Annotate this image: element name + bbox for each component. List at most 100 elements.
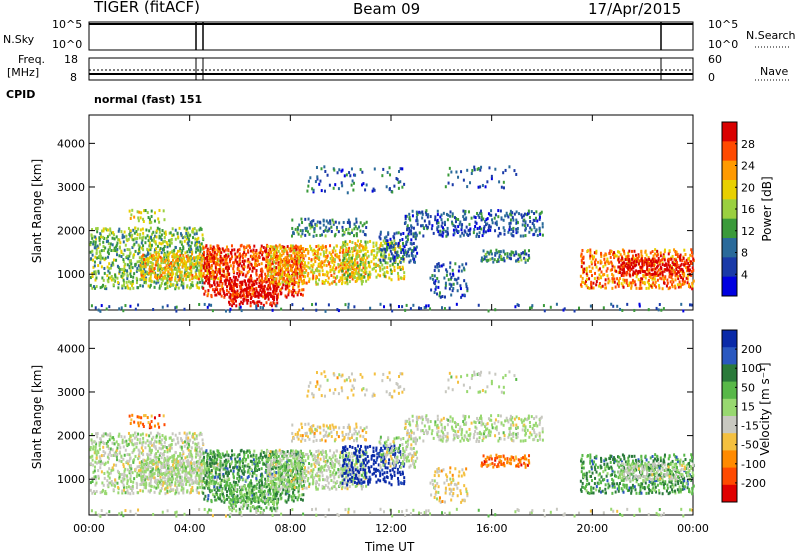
power-cell-2069 <box>318 256 321 260</box>
power-cell-1840 <box>270 256 273 260</box>
power-cell-1786 <box>271 278 274 282</box>
power-cell-3961 <box>166 304 169 308</box>
power-cell-2556 <box>383 266 386 270</box>
power-cell-2839 <box>453 231 456 235</box>
power-cell-870 <box>185 272 188 276</box>
power-cell-1416 <box>265 279 268 283</box>
power-cell-1992 <box>303 281 306 285</box>
power-cell-1968 <box>299 276 302 280</box>
power-cell-2408 <box>342 253 345 257</box>
power-cell-131 <box>111 261 114 265</box>
velocity-cell-837 <box>172 458 175 462</box>
power-cell-2638 <box>384 250 387 254</box>
power-cell-1848 <box>273 265 276 269</box>
power-cell-2746 <box>408 230 411 234</box>
power-cell-21 <box>92 258 95 262</box>
nave-tick-top: 60 <box>708 53 722 66</box>
power-cell-2368 <box>341 229 344 233</box>
power-cell-2325 <box>310 223 313 227</box>
power-cell-2966 <box>512 230 515 234</box>
power-cell-4023 <box>514 305 517 309</box>
power-cell-1386 <box>260 274 263 278</box>
velocity-cell-426 <box>158 453 161 457</box>
power-cell-2357 <box>332 222 335 226</box>
power-cell-3769 <box>677 270 680 274</box>
velocity-cell-231 <box>129 480 132 484</box>
velocity-cell-845 <box>175 457 178 461</box>
power-cell-934 <box>206 268 209 272</box>
power-cell-2479 <box>362 253 365 257</box>
power-cell-1449 <box>269 247 272 251</box>
power-cell-809 <box>165 258 168 262</box>
power-cell-641 <box>189 285 192 289</box>
velocity-cell-139 <box>116 481 119 485</box>
power-cell-3118 <box>485 258 488 262</box>
power-cell-1357 <box>255 252 258 256</box>
power-cell-1768 <box>267 297 270 301</box>
power-cell-578 <box>180 242 183 246</box>
power-cell-265 <box>135 276 138 280</box>
power-cell-869 <box>182 253 185 257</box>
velocity-cell-852 <box>177 464 180 468</box>
power-cell-46 <box>97 264 100 268</box>
power-cell-3070 <box>448 282 451 286</box>
power-cell-1762 <box>264 295 267 299</box>
power-cell-3628 <box>690 273 693 277</box>
power-cell-2948 <box>504 214 507 218</box>
power-cell-840 <box>176 270 179 274</box>
velocity-cell-70 <box>104 491 107 495</box>
power-cell-805 <box>163 253 166 257</box>
power-cell-2649 <box>387 232 390 236</box>
power-cell-4031 <box>549 305 552 309</box>
power-cell-2972 <box>516 230 519 234</box>
power-cell-1821 <box>269 266 272 270</box>
velocity-cell-111 <box>106 433 109 437</box>
power-cell-3984 <box>280 307 283 311</box>
power-cell-1038 <box>208 271 211 275</box>
power-cell-3619 <box>685 276 688 280</box>
velocity-cell-301 <box>139 467 142 471</box>
velocity-cell-79 <box>102 445 105 449</box>
power-cell-1043 <box>208 257 211 261</box>
power-cell-1139 <box>224 281 227 285</box>
power-cell-2717 <box>409 241 412 245</box>
velocity-cell-307 <box>141 441 144 445</box>
power-cell-1783 <box>272 290 275 294</box>
velocity-cell-655 <box>190 452 193 456</box>
power-cell-598 <box>184 235 187 239</box>
power-cell-3685 <box>633 259 636 263</box>
power-cell-2977 <box>515 210 518 214</box>
power-cell-1567 <box>288 288 291 292</box>
power-cell-3762 <box>670 257 673 261</box>
power-cell-3813 <box>142 219 145 223</box>
power-cell-3330 <box>617 279 620 283</box>
velocity-cell-238 <box>129 456 132 460</box>
power-cell-3386 <box>630 286 633 290</box>
power-cell-692 <box>196 237 199 241</box>
power-cell-3954 <box>122 309 125 313</box>
velocity-cell-695 <box>198 491 201 495</box>
power-cell-2055 <box>316 256 319 260</box>
velocity-cell-99 <box>108 472 111 476</box>
velocity-cell-553 <box>178 473 181 477</box>
power-cell-2689 <box>403 253 406 257</box>
power-cell-1843 <box>271 248 274 252</box>
power-cell-3198 <box>581 248 584 252</box>
velocity-cell-210 <box>127 491 130 495</box>
velocity-cell-148 <box>115 448 118 452</box>
velocity-cell-835 <box>173 468 176 472</box>
power-cell-845 <box>175 252 178 256</box>
power-cell-93 <box>104 227 107 231</box>
power-cell-3141 <box>498 253 501 257</box>
power-cell-3994 <box>344 303 347 307</box>
power-cell-492 <box>167 253 170 257</box>
power-cell-3064 <box>444 283 447 287</box>
power-cell-1935 <box>290 267 293 271</box>
power-cell-640 <box>188 226 191 230</box>
power-cell-1933 <box>292 272 295 276</box>
velocity-cell-193 <box>122 445 125 449</box>
velocity-cell-631 <box>188 455 191 459</box>
velocity-cell-546 <box>176 436 179 440</box>
velocity-cell-601 <box>186 489 189 493</box>
power-cell-1240 <box>238 269 241 273</box>
